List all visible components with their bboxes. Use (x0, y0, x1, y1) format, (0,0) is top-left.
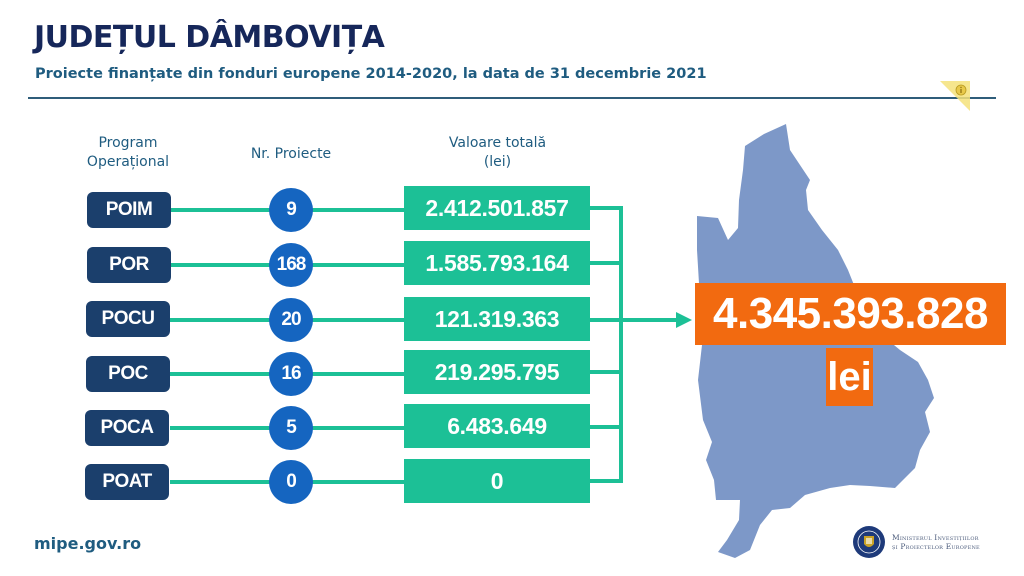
projects-count-circle: 168 (269, 243, 313, 287)
projects-count-circle: 16 (269, 352, 313, 396)
program-pill: POC (86, 356, 170, 392)
value-box: 1.585.793.164 (404, 241, 590, 285)
column-header-projects: Nr. Proiecte (250, 146, 332, 162)
value-box: 2.412.501.857 (404, 186, 590, 230)
page-subtitle: Proiecte finanțate din fonduri europene … (35, 66, 707, 82)
program-pill: POCU (86, 301, 170, 337)
program-pill: POCA (85, 410, 169, 446)
page-title: JUDEȚUL DÂMBOVIȚA (34, 20, 385, 55)
ministry-name-line2: și Proiectelor Europene (892, 542, 980, 551)
value-box: 6.483.649 (404, 404, 590, 448)
ministry-logo: Ministerul Investițiilor și Proiectelor … (852, 525, 980, 559)
projects-count-circle: 20 (269, 298, 313, 342)
program-pill: POR (87, 247, 171, 283)
program-pill: POAT (85, 464, 169, 500)
total-value: 4.345.393.828 (695, 283, 1006, 345)
program-pill: POIM (87, 192, 171, 228)
footer-url-link[interactable]: mipe.gov.ro (34, 534, 142, 553)
total-currency: lei (826, 348, 873, 406)
column-header-program-line1: Program (98, 135, 158, 151)
projects-count-circle: 5 (269, 406, 313, 450)
column-header-value-line2: (lei) (483, 154, 512, 170)
ministry-seal-icon (853, 526, 885, 558)
value-box: 0 (404, 459, 590, 503)
ministry-name-line1: Ministerul Investițiilor (892, 533, 979, 542)
ministry-name: Ministerul Investițiilor și Proiectelor … (892, 533, 980, 551)
value-box: 121.319.363 (404, 297, 590, 341)
column-header-value-line1: Valoare totală (448, 135, 547, 151)
projects-count-circle: 0 (269, 460, 313, 504)
column-header-value: Valoare totală (lei) (420, 134, 575, 172)
header-divider (28, 97, 996, 99)
projects-count-circle: 9 (269, 188, 313, 232)
value-box: 219.295.795 (404, 350, 590, 394)
column-header-program-line2: Operațional (86, 154, 170, 170)
column-header-program: Program Operațional (68, 134, 188, 172)
info-icon[interactable] (938, 79, 972, 113)
